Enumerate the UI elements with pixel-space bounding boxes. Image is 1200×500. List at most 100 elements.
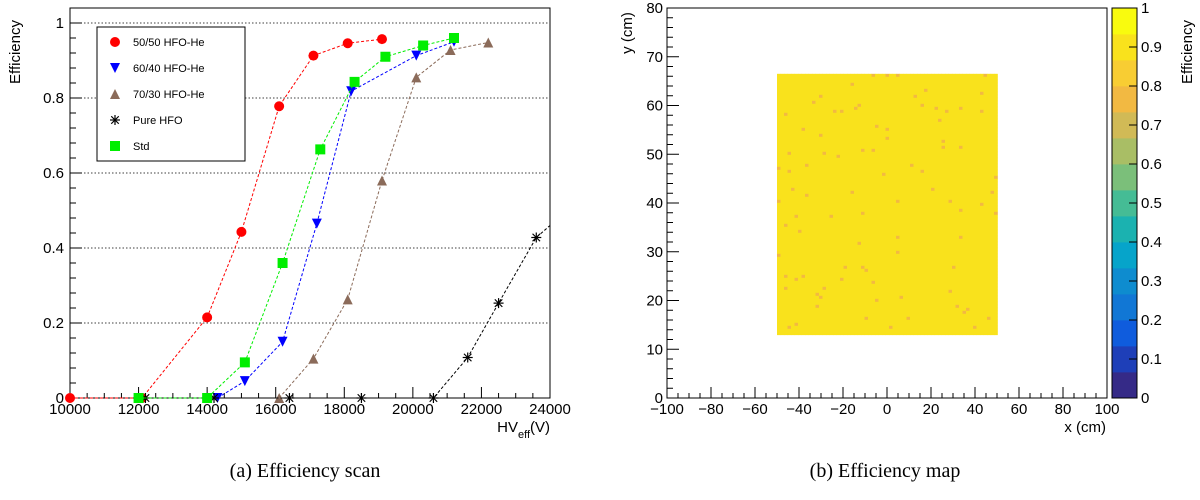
heatmap-cell [812,193,816,198]
heatmap-cell [861,142,865,147]
heatmap-cell [952,151,956,156]
heatmap-cell [896,85,900,90]
heatmap-cell [938,151,942,156]
heatmap-cell [955,166,960,171]
y-tick-label: 0.8 [43,90,64,107]
heatmap-cell [966,97,970,102]
heatmap-cell [969,208,974,213]
heatmap-cell [826,175,830,180]
heatmap-cell [836,148,841,153]
heatmap-cell [927,97,932,102]
heatmap-cell [871,214,876,219]
heatmap-cell [892,136,897,141]
heatmap-cell [969,73,974,78]
heatmap-cell [850,169,855,174]
heatmap-cell [777,223,781,228]
heatmap-cell [864,172,869,177]
heatmap-cell [875,112,879,117]
heatmap-cell [777,121,781,126]
heatmap-cell [847,106,851,111]
heatmap-cell [920,157,925,162]
heatmap-cell [843,256,848,261]
heatmap-cell [854,265,858,270]
heatmap-cell [815,262,820,267]
heatmap-cell [910,211,914,216]
heatmap-cell [871,190,876,195]
heatmap-cell [906,256,911,261]
heatmap-cell [896,283,900,288]
heatmap-cell [959,319,963,324]
heatmap-cell [829,316,834,321]
heatmap-cell [969,139,974,144]
heatmap-cell [962,97,967,102]
heatmap-cell [833,94,837,99]
heatmap-cell [836,325,841,330]
heatmap-cell [913,94,918,99]
heatmap-cell [822,268,827,273]
heatmap-cell [864,214,869,219]
heatmap-cell [962,220,967,225]
heatmap-cell [787,187,792,192]
heatmap-cell [794,223,799,228]
heatmap-cell [899,319,904,324]
heatmap-cell [812,79,816,84]
heatmap-cell [864,142,869,147]
heatmap-cell [917,100,921,105]
heatmap-cell [917,148,921,153]
heatmap-cell [896,148,900,153]
heatmap-cell [857,193,862,198]
heatmap-cell [805,88,809,93]
heatmap-cell [850,316,855,321]
heatmap-cell [924,301,928,306]
heatmap-cell [805,226,809,231]
heatmap-cell [955,190,960,195]
heatmap-cell [948,319,953,324]
heatmap-cell [927,253,932,258]
heatmap-cell [948,121,953,126]
heatmap-cell [784,310,788,315]
heatmap-cell [903,235,907,240]
heatmap-cell [826,316,830,321]
heatmap-cell [780,292,785,297]
heatmap-cell [808,151,813,156]
heatmap-cell [896,325,900,330]
heatmap-cell [899,181,904,186]
heatmap-cell [861,91,865,96]
heatmap-cell [808,226,813,231]
heatmap-cell [854,220,858,225]
heatmap-cell [878,205,883,210]
heatmap-cell [906,292,911,297]
heatmap-cell [829,253,834,258]
heatmap-cell [861,238,865,243]
heatmap-cell [924,184,928,189]
heatmap-cell [833,112,837,117]
heatmap-cell [875,307,879,312]
heatmap-cell [924,88,928,93]
heatmap-cell [885,262,890,267]
heatmap-cell [819,112,823,117]
heatmap-cell [847,169,851,174]
heatmap-cell [906,298,911,303]
heatmap-cell [927,136,932,141]
heatmap-cell [812,232,816,237]
heatmap-cell [791,169,795,174]
heatmap-cell [892,148,897,153]
heatmap-cell [843,187,848,192]
heatmap-cell [966,79,970,84]
heatmap-cell [878,271,883,276]
heatmap-cell [920,319,925,324]
heatmap-cell [952,190,956,195]
heatmap-cell [777,280,781,285]
heatmap-cell [829,73,834,78]
heatmap-cell [808,235,813,240]
heatmap-cell [843,226,848,231]
heatmap-cell [948,151,953,156]
heatmap-cell [784,277,788,282]
heatmap-cell [861,121,865,126]
heatmap-cell [952,166,956,171]
heatmap-cell [812,175,816,180]
y-tick-label: 0 [56,390,64,407]
heatmap-cell [808,127,813,132]
heatmap-cell [920,304,925,309]
heatmap-cell [955,76,960,81]
